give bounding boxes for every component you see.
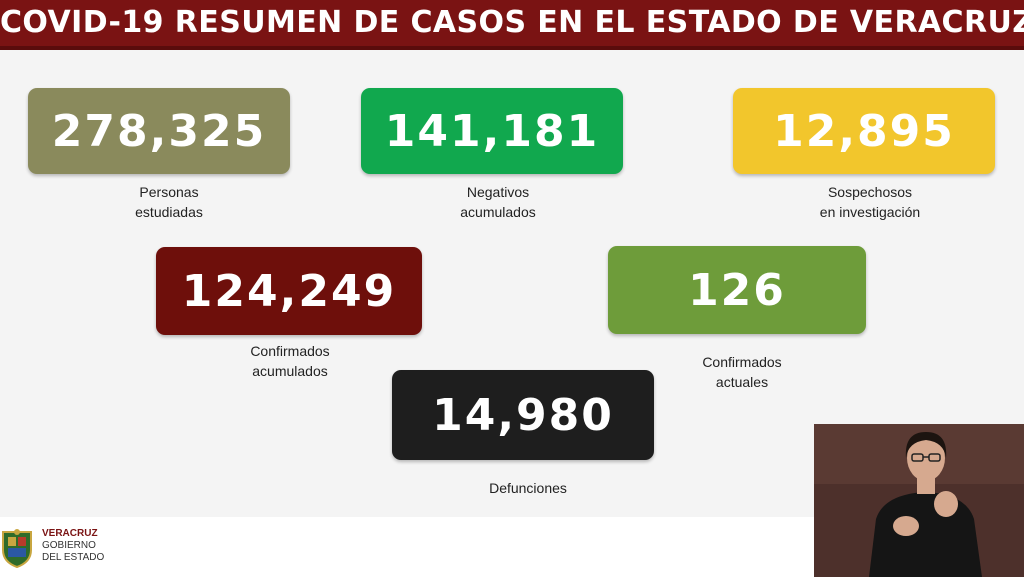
confirmados-actuales-label: Confirmados actuales	[642, 352, 842, 392]
sospechosos-label-line1: Sospechosos	[827, 184, 913, 200]
confirmados-acumulados-value: 124,249	[181, 265, 397, 317]
logo-line3: DEL ESTADO	[42, 552, 105, 563]
sospechosos-label-line2: en investigación	[819, 204, 921, 220]
sospechosos-value: 12,895	[773, 105, 955, 157]
interpreter-figure	[814, 424, 1024, 577]
personas-estudiadas-card: 278,325	[28, 88, 290, 174]
confirmados-act-label-line2: actuales	[715, 374, 769, 390]
negativos-acumulados-card: 141,181	[361, 88, 623, 174]
defunciones-label-line1: Defunciones	[489, 480, 567, 496]
confirmados-acum-label-line1: Confirmados	[250, 343, 330, 359]
veracruz-logo: VERACRUZ GOBIERNO DEL ESTADO	[0, 526, 120, 570]
defunciones-value: 14,980	[432, 389, 614, 441]
defunciones-label: Defunciones	[428, 478, 628, 498]
header-bar: COVID-19 RESUMEN DE CASOS EN EL ESTADO D…	[0, 0, 1024, 50]
personas-label-line1: Personas	[139, 184, 199, 200]
confirmados-acumulados-label: Confirmados acumulados	[190, 341, 390, 381]
confirmados-actuales-card: 126	[608, 246, 866, 334]
negativos-label-line1: Negativos	[466, 184, 530, 200]
veracruz-shield-icon	[2, 529, 32, 568]
confirmados-acumulados-card: 124,249	[156, 247, 422, 335]
page-title: COVID-19 RESUMEN DE CASOS EN EL ESTADO D…	[0, 5, 1024, 40]
personas-estudiadas-value: 278,325	[51, 105, 267, 157]
negativos-acumulados-label: Negativos acumulados	[388, 182, 608, 222]
sospechosos-label: Sospechosos en investigación	[760, 182, 980, 222]
defunciones-card: 14,980	[392, 370, 654, 460]
negativos-acumulados-value: 141,181	[384, 105, 600, 157]
logo-line1: VERACRUZ	[42, 528, 98, 539]
logo-text: VERACRUZ GOBIERNO DEL ESTADO	[42, 528, 104, 564]
personas-estudiadas-label: Personas estudiadas	[28, 182, 310, 222]
confirmados-actuales-value: 126	[688, 264, 786, 316]
confirmados-acum-label-line2: acumulados	[252, 363, 328, 379]
sign-language-interpreter-video	[814, 424, 1024, 577]
confirmados-act-label-line1: Confirmados	[702, 354, 782, 370]
logo-line2: GOBIERNO	[42, 540, 96, 551]
negativos-label-line2: acumulados	[460, 204, 536, 220]
personas-label-line2: estudiadas	[135, 204, 203, 220]
sospechosos-card: 12,895	[733, 88, 995, 174]
